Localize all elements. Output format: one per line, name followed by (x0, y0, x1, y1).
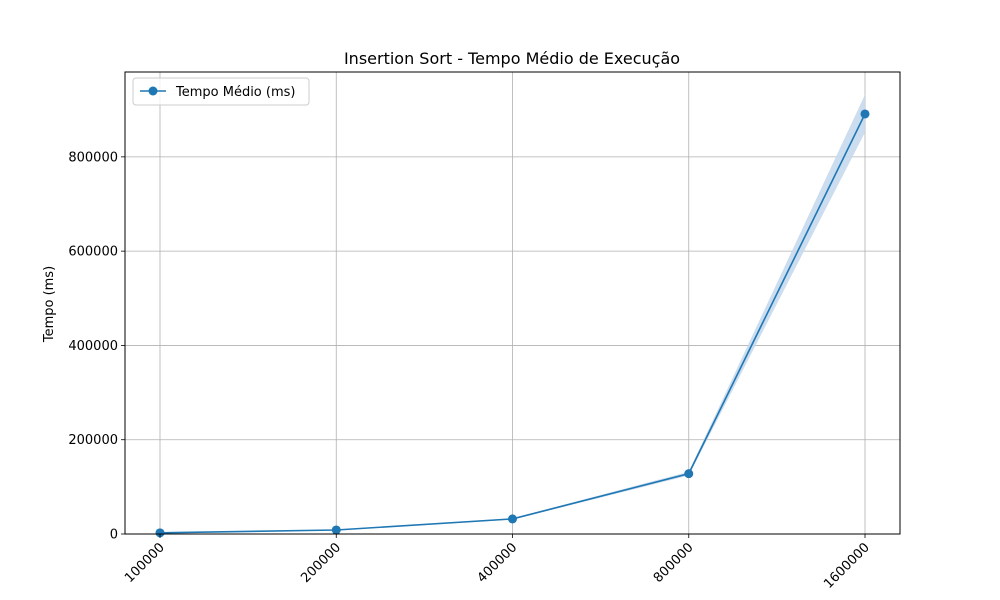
x-axis-ticks: 100000 200000 400000 800000 1600000 (122, 534, 873, 592)
legend: Tempo Médio (ms) (132, 77, 310, 106)
y-tick-label: 200000 (68, 433, 118, 448)
x-tick-label: 800000 (651, 540, 697, 586)
y-axis-label: Tempo (ms) (42, 266, 57, 343)
y-axis-ticks: 0 200000 400000 600000 800000 (68, 150, 125, 543)
x-tick-label: 400000 (475, 540, 521, 586)
x-tick-label: 100000 (122, 540, 168, 586)
y-tick-label: 800000 (68, 150, 118, 165)
data-point (155, 528, 165, 538)
data-points (155, 109, 870, 538)
legend-marker-swatch (148, 86, 158, 96)
grid (125, 72, 900, 535)
y-tick-label: 0 (110, 528, 118, 543)
legend-entry-label: Tempo Médio (ms) (175, 85, 295, 100)
chart-title: Insertion Sort - Tempo Médio de Execução (344, 49, 680, 68)
data-point (684, 469, 694, 479)
legend-box (132, 77, 310, 106)
data-point (508, 514, 517, 524)
x-tick-label: 200000 (298, 540, 344, 586)
data-point (860, 109, 870, 119)
x-tick-label: 1600000 (821, 540, 873, 592)
y-tick-label: 600000 (68, 245, 118, 260)
data-point (331, 525, 341, 535)
y-tick-label: 400000 (68, 339, 118, 354)
